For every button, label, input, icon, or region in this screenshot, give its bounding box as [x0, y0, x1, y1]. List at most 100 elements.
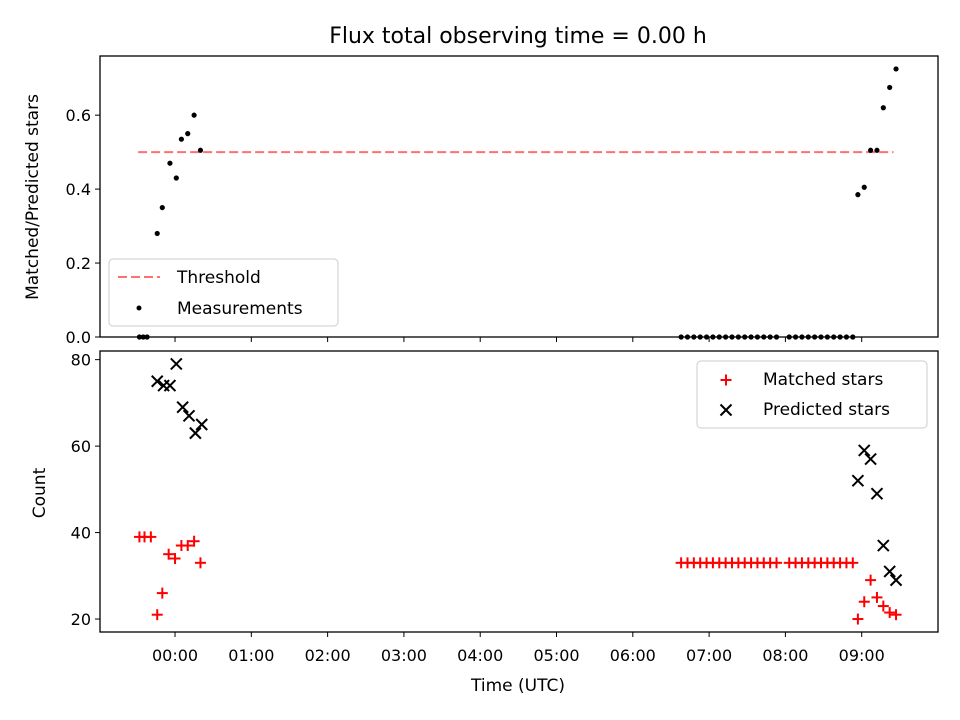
measurement-point: [173, 175, 179, 181]
count-x-tick-label: 09:00: [839, 646, 885, 665]
ratio-legend-box: [108, 258, 339, 327]
predicted-marker-b: [176, 400, 189, 414]
predicted-marker: [176, 400, 189, 414]
measurement-point: [154, 230, 160, 237]
measurement-point: [742, 334, 748, 340]
matched-legend-label: Matched stars: [763, 370, 883, 390]
count-x-tick-label: 02:00: [305, 646, 351, 665]
count-markers-layer: [133, 357, 903, 625]
predicted-marker: [182, 409, 196, 423]
predicted-marker: [851, 474, 865, 487]
threshold-legend-label: Threshold: [176, 268, 261, 288]
measurement-point: [754, 334, 761, 340]
count-panel: 00:00 01:00 02:00 03:00 04:00 05:00 06:00 07:00…: [30, 350, 939, 696]
measurement-point: [723, 334, 729, 340]
measurement-point: [136, 334, 143, 340]
count-y-tick-label: 20: [71, 610, 91, 629]
measurement-point: [197, 147, 204, 153]
matched-legend-swatch: [720, 374, 732, 386]
measurement-point: [159, 204, 165, 211]
measurement-point: [861, 184, 867, 190]
matched-marker: [182, 540, 194, 552]
matched-marker: [194, 557, 206, 569]
count-x-tick-label: 01:00: [228, 646, 274, 665]
measurement-point: [761, 334, 767, 340]
ratio-y-tick-label: 0.6: [66, 106, 91, 125]
measurement-point: [191, 112, 197, 118]
count-x-tick-label: 03:00: [381, 646, 427, 665]
matched-marker: [145, 531, 157, 543]
count-x-tick-label: 04:00: [457, 646, 503, 665]
matched-marker: [169, 553, 181, 565]
predicted-marker: [883, 565, 896, 578]
figure-title: Flux total observing time = 0.00 h: [329, 24, 707, 49]
measurement-point: [812, 334, 818, 340]
measurements-legend-label: Measurements: [177, 299, 303, 319]
measurement-point: [792, 334, 799, 340]
predicted-marker-b: [864, 452, 877, 466]
measurement-point: [710, 334, 716, 340]
ratio-plot-frame: [99, 55, 939, 338]
ratio-y-tick-label: 0.2: [66, 254, 91, 273]
matched-marker: [884, 607, 896, 619]
measurement-point: [684, 334, 691, 340]
measurement-point: [185, 131, 191, 137]
count-x-tick-label: 06:00: [610, 646, 656, 665]
measurement-point: [805, 334, 811, 340]
measurements-legend-swatch: [136, 305, 142, 311]
matched-marker: [156, 587, 168, 599]
ratio-axis-ticks: 0.0 0.2 0.4 0.6: [66, 106, 863, 347]
predicted-marker-b: [883, 565, 896, 578]
predicted-marker: [870, 487, 884, 500]
measurement-point: [729, 334, 735, 340]
predicted-marker-b: [877, 539, 890, 552]
predicted-marker-b: [851, 474, 865, 487]
ratio-y-tick-label: 0.4: [66, 180, 91, 199]
measurement-point: [773, 334, 780, 340]
predicted-marker-b: [858, 444, 871, 457]
ratio-y-tick-label: 0.0: [66, 328, 91, 347]
predicted-marker-b: [151, 375, 164, 388]
matched-legend-marker: [720, 374, 732, 386]
predicted-marker: [864, 452, 877, 466]
predicted-marker: [889, 573, 903, 587]
count-x-tick-label: 08:00: [762, 646, 808, 665]
matched-marker: [871, 591, 883, 603]
predicted-legend-label: Predicted stars: [763, 400, 890, 420]
measurements-layer: [136, 66, 899, 340]
count-x-tick-label: 07:00: [686, 646, 732, 665]
matched-marker: [151, 609, 163, 621]
measurement-point: [887, 84, 893, 91]
measurement-point: [824, 334, 830, 340]
measurement-point: [691, 334, 697, 340]
count-axis-ticks: 00:00 01:00 02:00 03:00 04:00 05:00 06:00 07:00…: [71, 351, 885, 665]
measurement-point: [735, 334, 741, 340]
predicted-legend-swatch: [719, 403, 733, 417]
matched-marker: [163, 548, 175, 560]
measurement-point: [167, 160, 173, 166]
measurement-point: [855, 192, 861, 198]
measurement-point: [843, 334, 850, 340]
count-plot-frame: [99, 350, 939, 633]
measurement-point: [140, 334, 146, 340]
count-legend-box: [696, 360, 928, 429]
matched-marker: [771, 557, 783, 569]
count-y-axis-label: Count: [30, 467, 50, 518]
predicted-legend-marker: [719, 403, 733, 417]
predicted-marker: [170, 357, 183, 371]
predicted-marker-b: [163, 379, 177, 392]
count-x-tick-label: 05:00: [533, 646, 579, 665]
measurement-point: [868, 147, 874, 153]
predicted-marker: [195, 418, 208, 431]
ratio-legend: Threshold Measurements: [108, 258, 339, 327]
predicted-legend-marker-b: [719, 403, 733, 417]
matched-marker: [188, 535, 200, 547]
measurement-point: [748, 334, 754, 340]
predicted-marker-b: [189, 426, 202, 440]
matched-marker: [858, 596, 870, 608]
measurement-point: [874, 147, 880, 153]
matched-marker: [865, 574, 877, 586]
measurement-point: [799, 334, 805, 340]
